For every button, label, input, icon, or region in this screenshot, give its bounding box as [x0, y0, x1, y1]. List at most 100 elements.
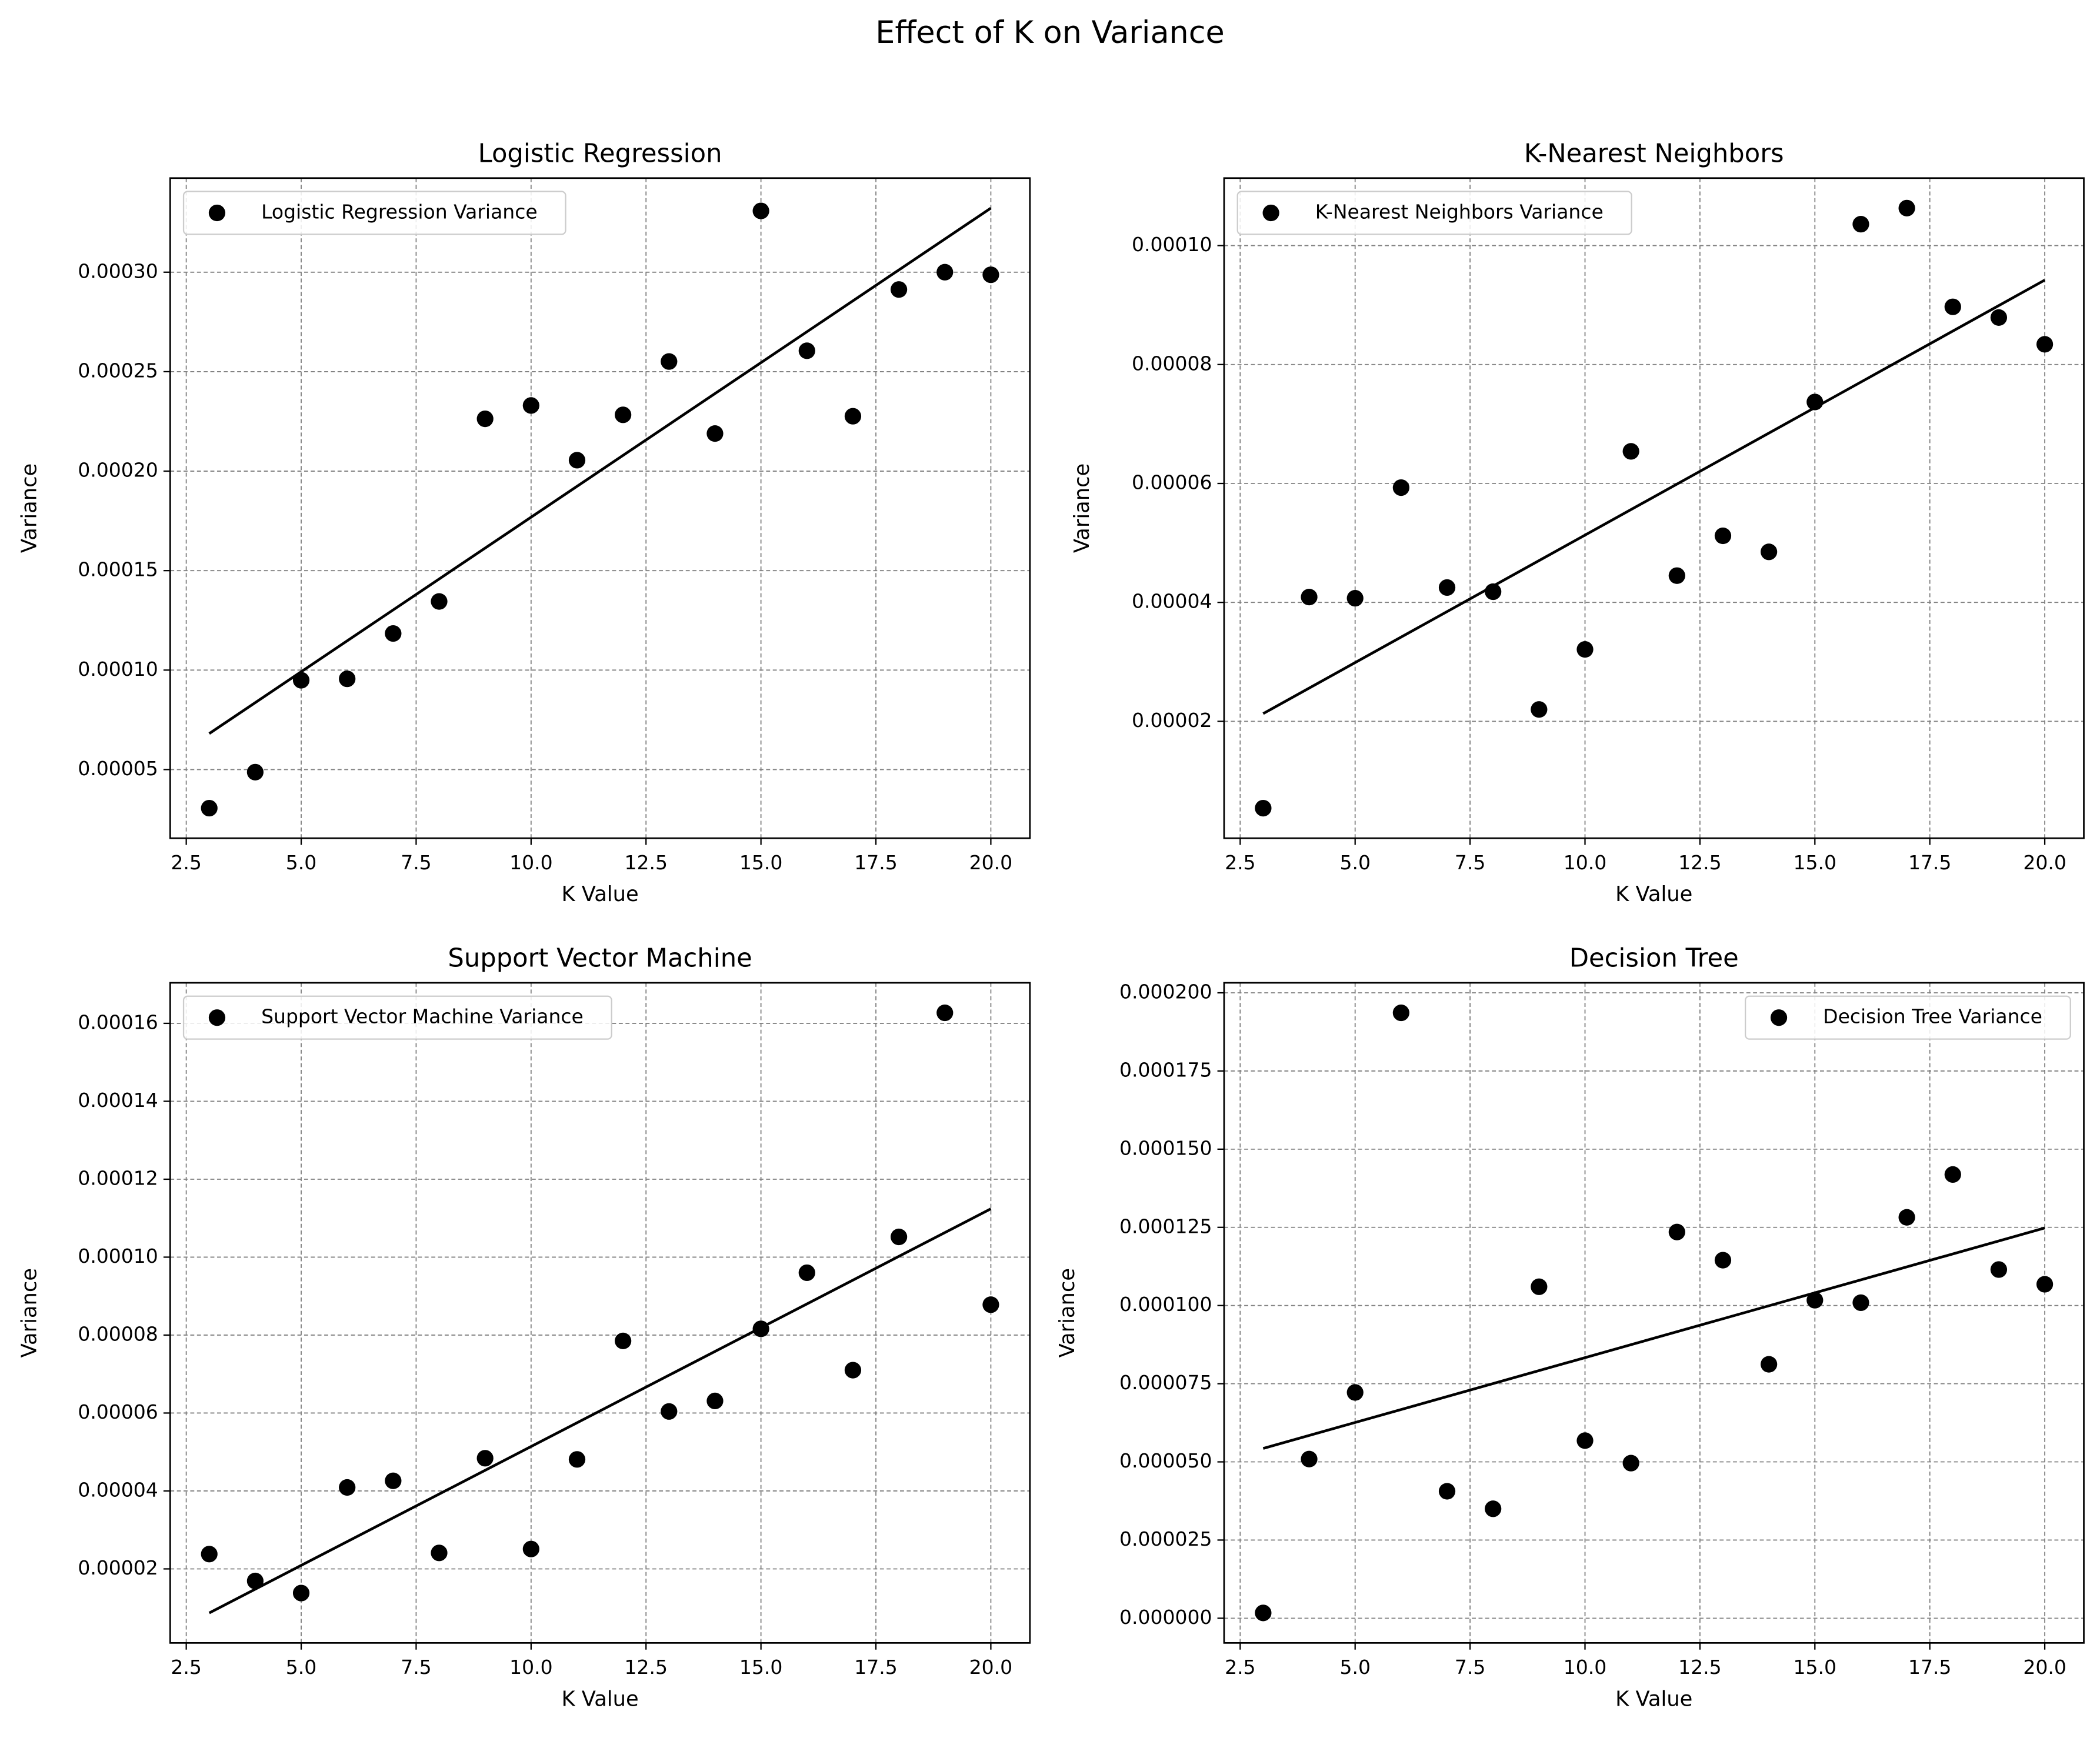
point — [339, 1479, 356, 1496]
point — [292, 1584, 310, 1602]
point — [1714, 527, 1732, 545]
subplot-title: Support Vector Machine — [448, 944, 752, 973]
x-tick-label: 5.0 — [286, 851, 316, 874]
x-tick-label: 12.5 — [624, 851, 667, 874]
legend-label: Logistic Regression Variance — [261, 200, 538, 223]
point — [1714, 1252, 1732, 1269]
legend: K-Nearest Neighbors Variance — [1236, 191, 1632, 235]
point — [752, 1320, 769, 1337]
x-tick-label: 12.5 — [1678, 1656, 1721, 1679]
y-tick-label: 0.00015 — [78, 558, 158, 581]
point — [936, 1004, 954, 1022]
figure-title: Effect of K on Variance — [875, 15, 1224, 51]
y-tick-label: 0.00010 — [1132, 233, 1212, 256]
legend-label: Decision Tree Variance — [1823, 1005, 2042, 1028]
point — [476, 410, 494, 428]
point — [706, 1392, 724, 1410]
point — [1668, 1223, 1685, 1240]
point — [1990, 1261, 2008, 1278]
point — [385, 625, 402, 642]
subplot: 2.5 5.0 7.5 10.0 12.5 15.0 17.5 20.0 0.000000 0.0… — [1055, 944, 2085, 1711]
subplot: 2.5 5.0 7.5 10.0 12.5 15.0 17.5 20.0 0.00002 0.00… — [1070, 139, 2085, 906]
axes-frame — [1223, 177, 2085, 839]
point — [982, 266, 999, 283]
x-axis-label: K Value — [1615, 1687, 1692, 1711]
x-tick-label: 2.5 — [171, 1656, 201, 1679]
point — [1668, 567, 1685, 584]
subplot-title: Decision Tree — [1569, 944, 1739, 973]
y-tick-label: 0.00008 — [1132, 352, 1212, 375]
x-tick-label: 15.0 — [739, 851, 782, 874]
point — [522, 1540, 539, 1557]
x-tick-label: 2.5 — [1225, 851, 1255, 874]
x-tick-label: 20.0 — [969, 1656, 1012, 1679]
y-tick-label: 0.00004 — [1132, 590, 1212, 613]
point — [798, 342, 815, 359]
legend: Logistic Regression Variance — [182, 191, 566, 235]
axes-frame — [169, 177, 1031, 839]
x-tick-label: 15.0 — [739, 1656, 782, 1679]
y-tick-label: 0.00002 — [1132, 709, 1212, 732]
point — [1622, 443, 1639, 460]
y-tick-label: 0.00016 — [78, 1010, 158, 1033]
point — [1301, 1450, 1318, 1467]
x-tick-label: 20.0 — [2023, 851, 2066, 874]
point — [615, 406, 632, 423]
point — [1531, 1278, 1548, 1295]
point — [431, 1544, 448, 1562]
x-tick-label: 15.0 — [1794, 851, 1836, 874]
point — [752, 202, 769, 219]
point — [1485, 1500, 1502, 1517]
point — [246, 763, 264, 780]
point — [1806, 393, 1824, 411]
y-axis-label: Variance — [1070, 463, 1094, 553]
x-tick-label: 20.0 — [969, 851, 1012, 874]
subplot-title: K-Nearest Neighbors — [1524, 139, 1784, 168]
x-tick-label: 17.5 — [854, 1656, 897, 1679]
y-tick-label: 0.00006 — [78, 1400, 158, 1423]
point — [1255, 1604, 1272, 1622]
x-tick-label: 12.5 — [624, 1656, 667, 1679]
point — [1622, 1455, 1639, 1472]
y-tick-label: 0.00005 — [78, 757, 158, 780]
trend-line — [208, 1207, 992, 1614]
x-tick-label: 2.5 — [1225, 1656, 1255, 1679]
point — [1485, 583, 1502, 601]
point — [476, 1450, 494, 1467]
x-tick-label: 2.5 — [171, 851, 201, 874]
legend-label: Support Vector Machine Variance — [261, 1005, 584, 1028]
point — [615, 1332, 632, 1350]
trend-line — [1262, 279, 2046, 715]
point — [339, 670, 356, 688]
point — [246, 1572, 264, 1590]
point — [1761, 1356, 1778, 1373]
point — [798, 1264, 815, 1282]
axes-frame — [169, 982, 1031, 1644]
legend-marker — [1262, 204, 1279, 222]
y-tick-label: 0.000200 — [1119, 980, 1212, 1003]
y-tick-label: 0.000000 — [1119, 1606, 1212, 1629]
x-tick-label: 10.0 — [509, 1656, 552, 1679]
point — [661, 353, 678, 370]
point — [1392, 1004, 1409, 1022]
x-tick-label: 15.0 — [1794, 1656, 1836, 1679]
x-tick-label: 12.5 — [1678, 851, 1721, 874]
y-tick-label: 0.00025 — [78, 359, 158, 382]
point — [1255, 799, 1272, 817]
point — [982, 1296, 999, 1313]
point — [568, 1451, 586, 1468]
legend: Decision Tree Variance — [1744, 995, 2071, 1040]
trend-line — [208, 206, 992, 735]
point — [936, 263, 954, 281]
x-axis-label: K Value — [561, 882, 638, 906]
axes-frame — [1223, 982, 2085, 1644]
point — [1944, 1166, 1961, 1183]
legend-frame — [182, 191, 566, 235]
x-tick-label: 5.0 — [1339, 1656, 1370, 1679]
y-tick-label: 0.00008 — [78, 1322, 158, 1345]
point — [1346, 1384, 1364, 1401]
x-tick-label: 10.0 — [1564, 851, 1606, 874]
x-tick-label: 17.5 — [1908, 1656, 1951, 1679]
subplot: 2.5 5.0 7.5 10.0 12.5 15.0 17.5 20.0 0.00002 0.00… — [18, 944, 1031, 1711]
